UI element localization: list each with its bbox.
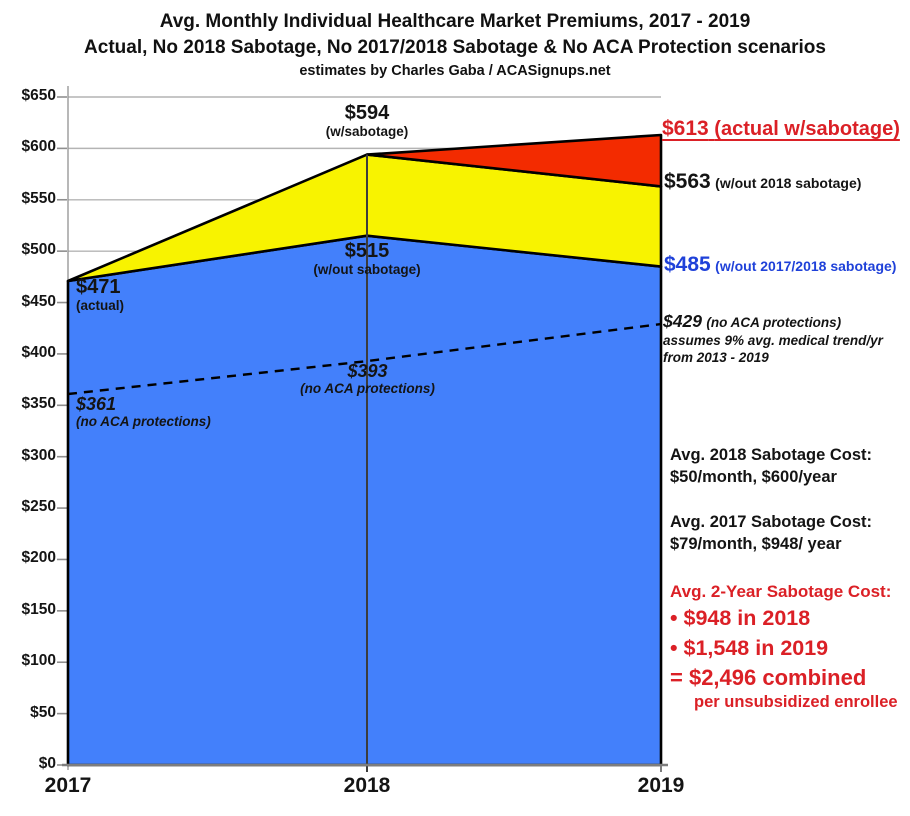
annotation-no2018sab-2019: $563 (w/out 2018 sabotage) — [664, 170, 861, 194]
annotation-noaca-2017-label: (no ACA protections) — [76, 414, 211, 429]
y-tick-label-100: $100 — [21, 652, 56, 670]
y-tick-label-150: $150 — [21, 600, 56, 618]
area-actual-sabotage — [365, 133, 663, 188]
annotation-actual-2019-label: (actual w/sabotage) — [714, 118, 900, 140]
cost-2017-detail: $79/month, $948/ year — [670, 535, 842, 553]
y-tick-label-200: $200 — [21, 549, 56, 567]
annotation-noaca-2017: $361 (no ACA protections) — [76, 394, 211, 430]
annotation-no1718sab-2019: $485 (w/out 2017/2018 sabotage) — [664, 253, 896, 277]
y-tick-label-450: $450 — [21, 292, 56, 310]
y-tick-label-500: $500 — [21, 241, 56, 259]
two-year-cost-2019: • $1,548 in 2019 — [670, 636, 829, 660]
annotation-mid-2018-label: (w/out sabotage) — [313, 262, 421, 277]
area-no-2018-sabotage — [66, 153, 663, 283]
area-no-2017-2018-sabotage — [66, 234, 663, 767]
annotation-actual-2019: $613 (actual w/sabotage) — [662, 117, 900, 141]
annotation-noaca-2019-value: $429 — [663, 311, 702, 331]
annotation-no2018sab-2019-label: (w/out 2018 sabotage) — [715, 175, 862, 191]
x-tick-label-2017: 2017 — [44, 774, 92, 797]
annotation-start-2017-value: $471 — [76, 276, 121, 298]
annotation-peak-2018-value: $594 — [344, 102, 390, 124]
y-tick-label-650: $650 — [21, 87, 56, 104]
y-tick-label-350: $350 — [21, 395, 56, 413]
annotation-noaca-2019-line3: from 2013 - 2019 — [663, 350, 769, 365]
annotation-noaca-2018-label: (no ACA protections) — [300, 381, 435, 396]
two-year-cost-total: = $2,496 combined — [670, 665, 867, 690]
two-year-cost-2018: • $948 in 2018 — [670, 606, 811, 630]
line-no-aca-protections — [67, 322, 662, 396]
two-year-cost-title: Avg. 2-Year Sabotage Cost: — [670, 582, 892, 601]
annotation-peak-2018-label: (w/sabotage) — [325, 124, 409, 139]
annotation-noaca-2019-line2: assumes 9% avg. medical trend/yr — [663, 333, 883, 348]
y-tick-label-0: $0 — [38, 755, 56, 772]
y-tick-label-50: $50 — [30, 703, 56, 721]
annotation-actual-2019-value: $613 — [662, 117, 709, 140]
chart-credit: estimates by Charles Gaba / ACASignups.n… — [299, 63, 611, 79]
annotation-start-2017-label: (actual) — [76, 298, 125, 313]
cost-2017-title: Avg. 2017 Sabotage Cost: — [670, 513, 873, 531]
chart-subtitle: Actual, No 2018 Sabotage, No 2017/2018 S… — [84, 37, 826, 58]
sabotage-cost-panel: Avg. 2018 Sabotage Cost: $50/month, $600… — [670, 444, 910, 712]
two-year-cost-footnote: per unsubsidized enrollee — [694, 693, 898, 711]
cost-2018-detail: $50/month, $600/year — [670, 468, 837, 486]
x-tick-label-2018: 2018 — [343, 774, 391, 797]
annotation-noaca-2019: $429 (no ACA protections) assumes 9% avg… — [663, 311, 909, 366]
annotation-mid-2018: $515 (w/out sabotage) — [289, 240, 445, 278]
chart-title: Avg. Monthly Individual Healthcare Marke… — [159, 11, 751, 32]
y-tick-label-600: $600 — [21, 138, 56, 156]
annotation-noaca-2018: $393 (no ACA protections) — [285, 361, 450, 397]
annotation-noaca-2017-value: $361 — [76, 394, 117, 414]
annotation-peak-2018: $594 (w/sabotage) — [289, 102, 445, 140]
annotation-no1718sab-2019-label: (w/out 2017/2018 sabotage) — [715, 258, 897, 274]
cost-2018-title: Avg. 2018 Sabotage Cost: — [670, 446, 873, 464]
y-tick-label-300: $300 — [21, 446, 56, 464]
annotation-noaca-2019-line1: $429 (no ACA protections) — [663, 311, 909, 332]
annotation-no1718sab-2019-value: $485 — [664, 253, 711, 276]
x-tick-label-2019: 2019 — [637, 774, 685, 797]
annotation-mid-2018-value: $515 — [344, 240, 390, 262]
y-tick-label-400: $400 — [21, 343, 56, 361]
annotation-start-2017: $471 (actual) — [76, 276, 124, 314]
y-tick-label-550: $550 — [21, 189, 56, 207]
y-tick-label-250: $250 — [21, 498, 56, 516]
annotation-noaca-2019-label: (no ACA protections) — [706, 315, 842, 330]
annotation-no2018sab-2019-value: $563 — [664, 170, 711, 193]
annotation-noaca-2018-value: $393 — [347, 361, 388, 381]
